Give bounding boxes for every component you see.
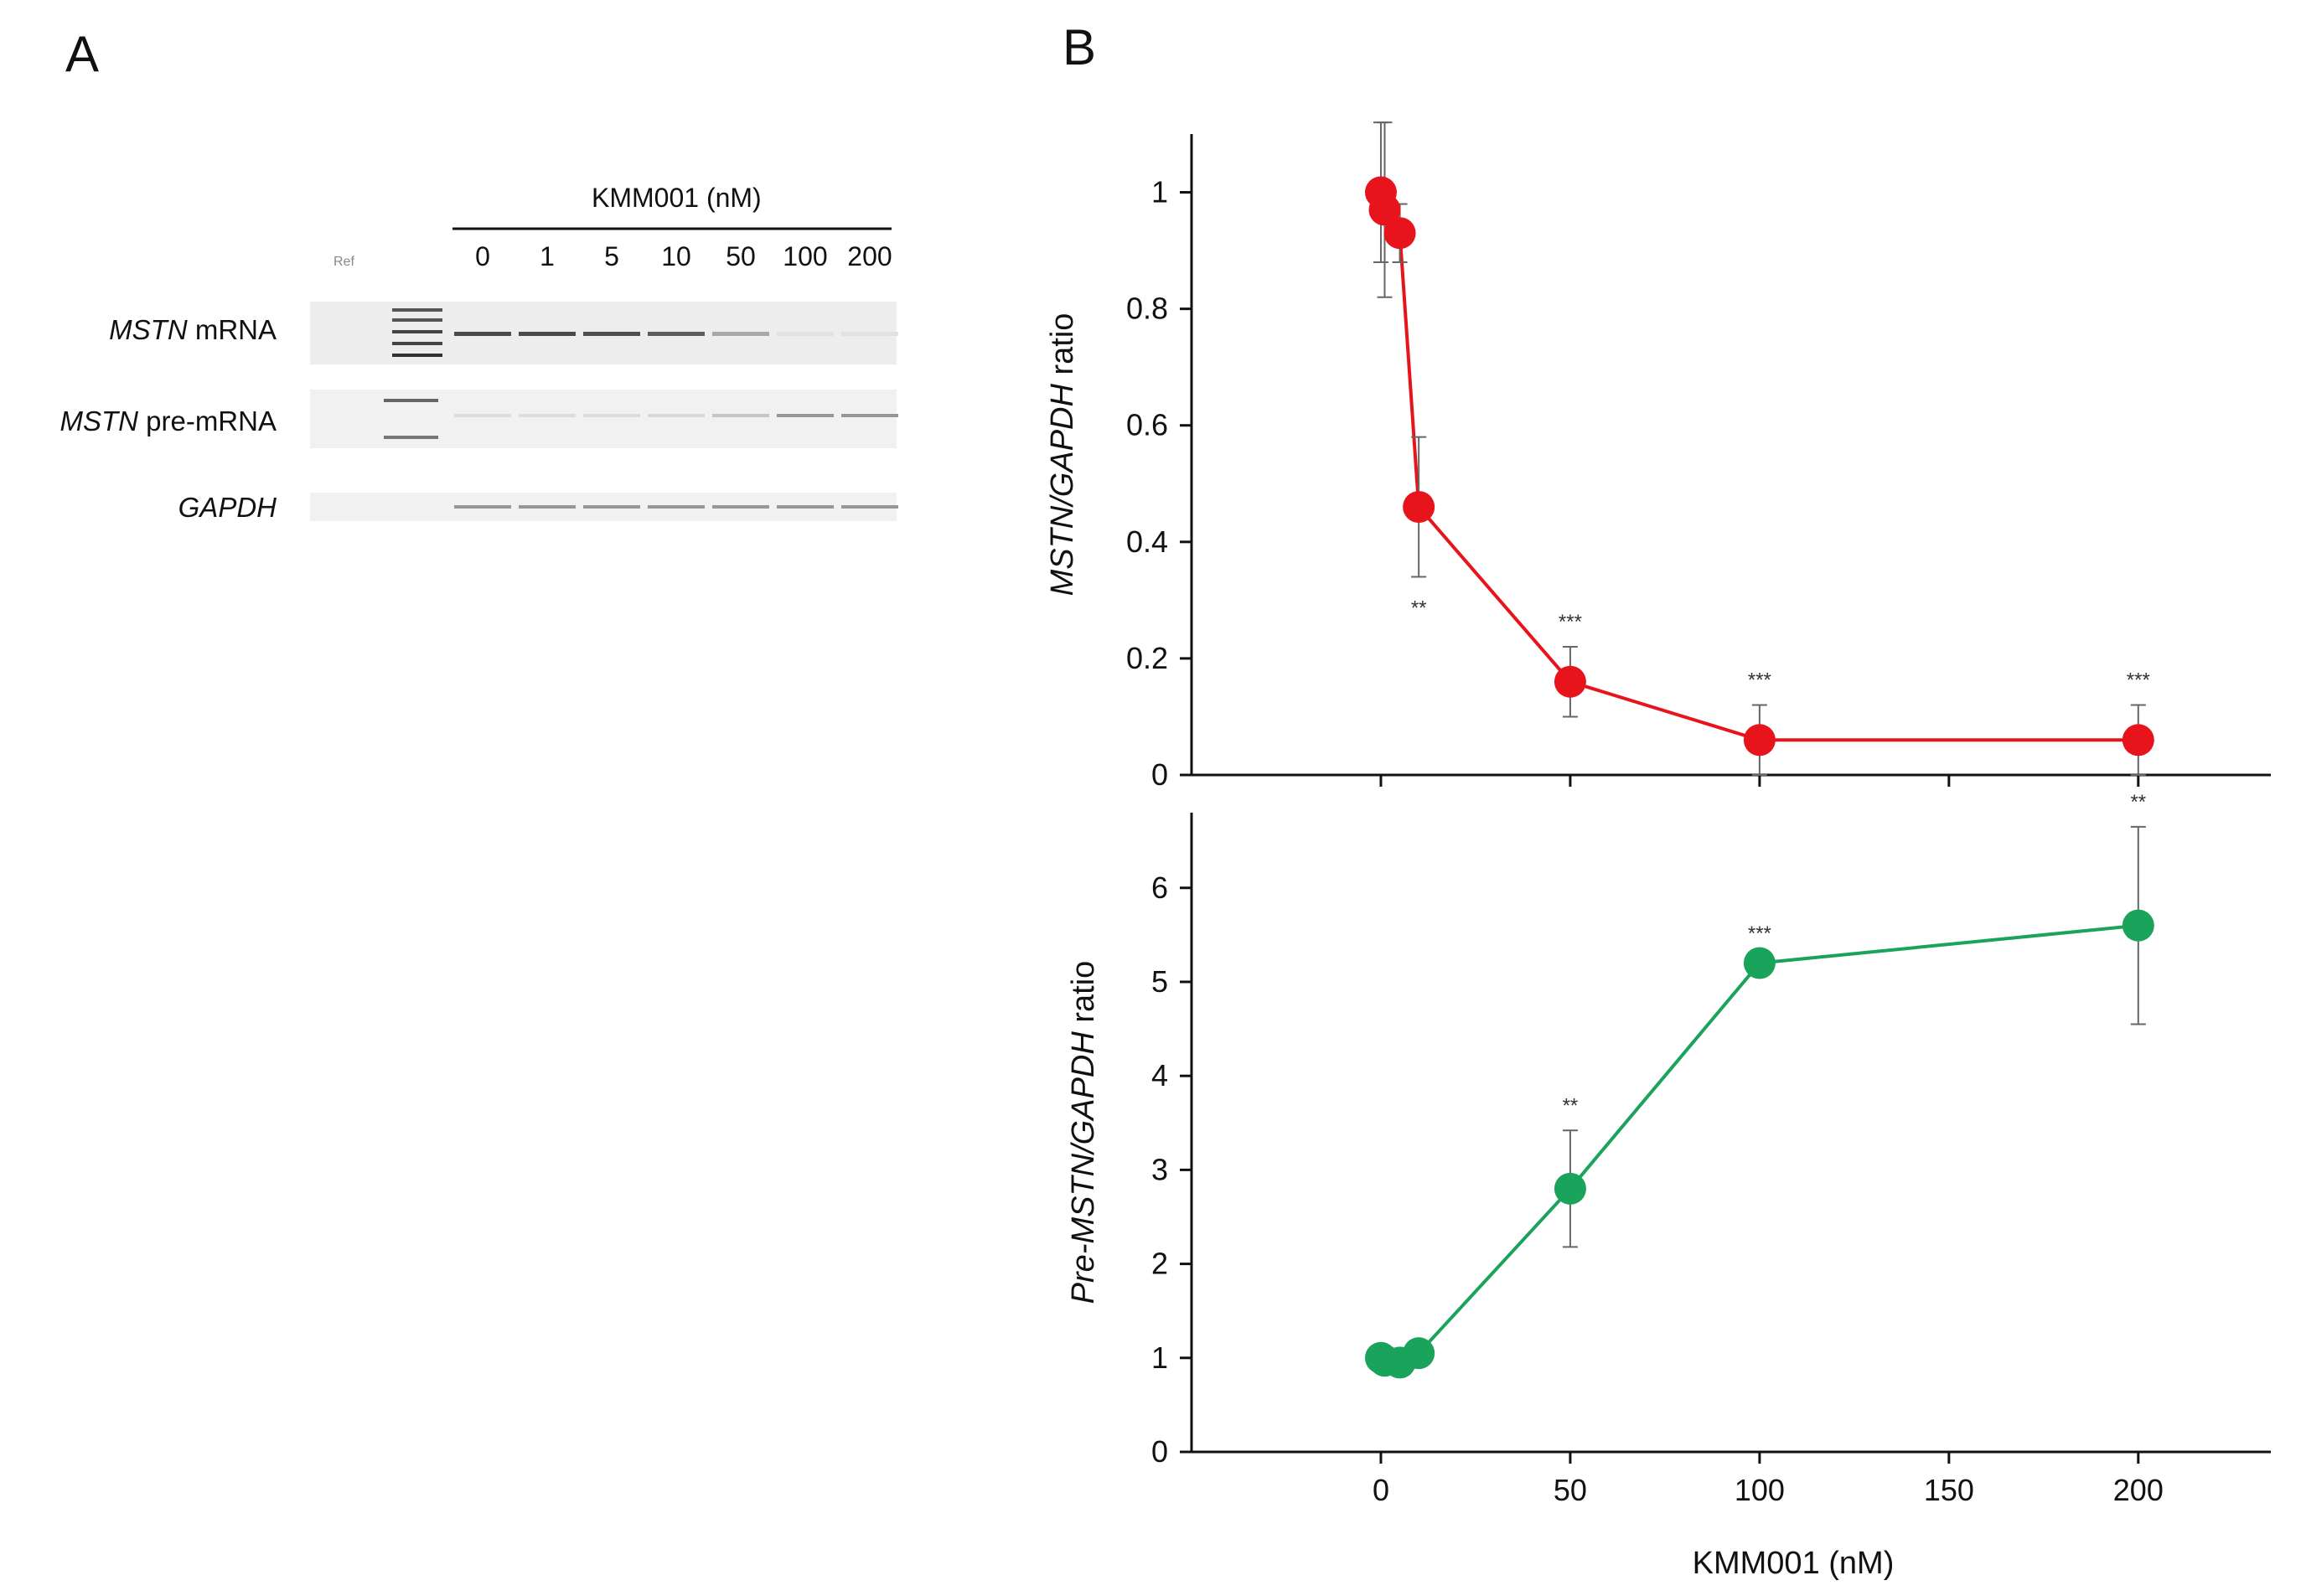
y-axis-label-gene: Pre-MSTN/GAPDH [1066, 1031, 1101, 1304]
series-line [1379, 923, 2139, 1365]
lane-label: 5 [604, 241, 619, 271]
significance-mark: *** [1748, 669, 1771, 692]
gel-band-mrna [777, 332, 834, 336]
x-tick-label: 100 [1735, 1473, 1785, 1507]
x-tick-label: 0 [1373, 1473, 1389, 1507]
ladder-band [384, 399, 438, 402]
gel-band-pre-mrna [712, 414, 769, 417]
data-point [2122, 909, 2154, 942]
y-axis-label: MSTN/GAPDH ratio [1045, 313, 1080, 597]
gel-band-pre-mrna [648, 414, 705, 417]
y-axis-label-suffix: ratio [1045, 313, 1080, 384]
lane-label: 1 [540, 241, 555, 271]
y-tick-label: 1 [1151, 175, 1168, 209]
gel-band-gapdh [841, 505, 898, 509]
y-tick-label: 0.6 [1126, 408, 1168, 442]
gel-band-gapdh [519, 505, 576, 509]
row-label-mstn-mrna: MSTN mRNA [109, 314, 277, 345]
lane-label: 100 [783, 241, 828, 271]
y-tick-label: 0 [1151, 1434, 1168, 1469]
significance-mark: ** [1563, 1094, 1579, 1117]
gel-band-gapdh [648, 505, 705, 509]
data-point [1554, 1172, 1586, 1205]
data-point [1368, 194, 1401, 226]
gel-band-mrna [583, 332, 640, 336]
y-tick-label: 5 [1151, 964, 1168, 999]
lane-label: 10 [661, 241, 691, 271]
ladder-band [392, 354, 442, 357]
y-tick-label: 0.2 [1126, 641, 1168, 675]
x-tick-label: 200 [2113, 1473, 2164, 1507]
gel-band-gapdh [583, 505, 640, 509]
lane-label: 50 [726, 241, 756, 271]
lane-label: 200 [847, 241, 892, 271]
y-axis-label-suffix: ratio [1066, 961, 1101, 1031]
x-axis-label: KMM001 (nM) [1693, 1546, 1895, 1581]
y-tick-label: 0.8 [1126, 292, 1168, 326]
gel-band-gapdh [454, 505, 511, 509]
row-label-mstn-pre-mrna: MSTN pre-mRNA [59, 405, 277, 436]
ladder-band [384, 436, 438, 439]
gel-band-pre-mrna [519, 414, 576, 417]
ladder-band [392, 318, 442, 322]
gel-band-gapdh [712, 505, 769, 509]
gel-band-mrna [841, 332, 898, 336]
y-axis-label: Pre-MSTN/GAPDH ratio [1066, 961, 1101, 1304]
data-point [2122, 724, 2154, 757]
gel-band-mrna [454, 332, 511, 336]
y-tick-label: 0 [1151, 757, 1168, 792]
gel-band-mrna [712, 332, 769, 336]
y-tick-label: 6 [1151, 870, 1168, 905]
y-tick-label: 1 [1151, 1340, 1168, 1375]
series-line [1379, 192, 2138, 742]
x-tick-label: 50 [1554, 1473, 1587, 1507]
x-tick-label: 150 [1924, 1473, 1974, 1507]
gel-band-pre-mrna [841, 414, 898, 417]
significance-mark: ** [1411, 597, 1427, 620]
data-point [1743, 947, 1776, 979]
data-point [1554, 665, 1586, 698]
significance-mark: *** [1748, 922, 1771, 945]
kmm-title: KMM001 (nM) [592, 183, 762, 213]
gel-band-pre-mrna [777, 414, 834, 417]
row-label-gapdh: GAPDH [178, 492, 277, 523]
y-tick-label: 0.4 [1126, 524, 1168, 559]
y-tick-label: 3 [1151, 1152, 1168, 1186]
data-point [1403, 1337, 1435, 1370]
significance-mark: *** [2127, 669, 2150, 692]
data-point [1403, 491, 1435, 524]
significance-mark: *** [1559, 611, 1582, 633]
gel-band-mrna [519, 332, 576, 336]
data-point [1383, 217, 1416, 250]
lane-label: 0 [475, 241, 490, 271]
gel-band-pre-mrna [583, 414, 640, 417]
ladder-band [392, 308, 442, 312]
significance-mark: ** [2130, 791, 2146, 813]
gel-band-pre-mrna [454, 414, 511, 417]
y-tick-label: 2 [1151, 1247, 1168, 1281]
ladder-label: Ref [333, 255, 354, 269]
panel-a-letter: A [65, 26, 100, 82]
ladder-band [392, 330, 442, 333]
ladder-band [392, 342, 442, 345]
y-axis-label-gene: MSTN/GAPDH [1045, 384, 1080, 597]
data-point [1743, 724, 1776, 757]
panel-b-letter: B [1063, 19, 1097, 75]
gel-band-mrna [648, 332, 705, 336]
gel-band-gapdh [777, 505, 834, 509]
y-tick-label: 4 [1151, 1058, 1168, 1092]
